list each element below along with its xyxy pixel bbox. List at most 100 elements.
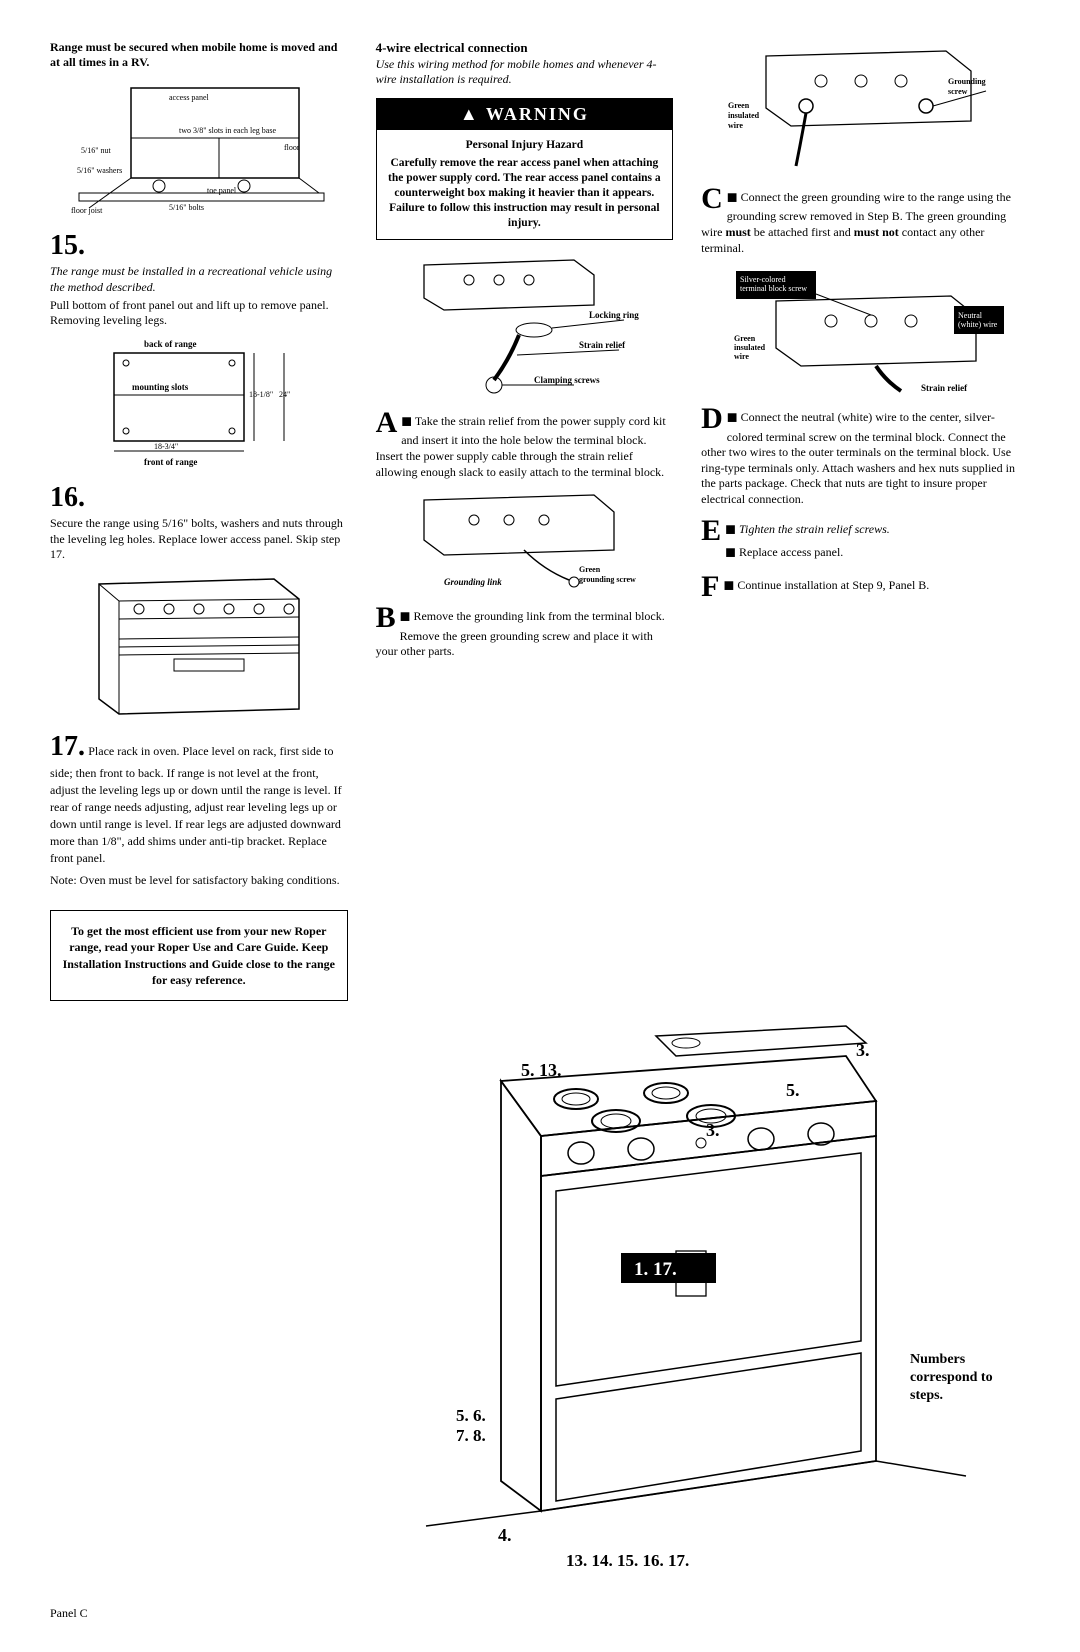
fig-step-d: Silver-colored terminal block screw Neut… (701, 266, 1030, 396)
step17-text: Place rack in oven. Place level on rack,… (50, 744, 342, 865)
stepA-text: Take the strain relief from the power su… (376, 414, 666, 479)
label-d1: 18-1/8" (249, 390, 273, 399)
fig-step16: back of range mounting slots 18-1/8" 24"… (50, 335, 348, 470)
num-burner: 5. (786, 1080, 800, 1100)
label-d2: 24" (279, 390, 290, 399)
warning-triangle-icon: ▲ (460, 104, 480, 124)
step-c: C ■ Connect the green grounding wire to … (701, 186, 1030, 256)
column-1: Range must be secured when mobile home i… (50, 40, 348, 1001)
bullet-icon: ■ (401, 411, 412, 431)
label-green-wire-3: wire (728, 121, 743, 130)
column-3: Green insulated wire Grounding screw C ■… (701, 40, 1030, 1001)
label-floor: floor (284, 143, 300, 152)
label-grounding-link: Grounding link (444, 577, 502, 587)
step15-number: 15. (50, 230, 85, 261)
step16-number: 16. (50, 482, 85, 513)
warning-head-text: WARNING (486, 104, 589, 124)
bullet-icon: ■ (400, 606, 411, 626)
label-grounding-screw-1: Grounding (948, 77, 986, 86)
step-16: 16. Secure the range using 5/16" bolts, … (50, 480, 348, 563)
warning-title: Personal Injury Hazard (387, 138, 663, 153)
label-washers: 5/16" washers (77, 166, 122, 175)
fig-step17-oven (50, 569, 348, 719)
step16-text: Secure the range using 5/16" bolts, wash… (50, 516, 348, 563)
label-nut: 5/16" nut (81, 146, 111, 155)
label-access-panel: access panel (169, 93, 210, 102)
step15-text: The range must be installed in a recreat… (50, 264, 348, 295)
step-e: E ■ Tighten the strain relief screws. ■ … (701, 518, 1030, 565)
step17-note: Note: Oven must be level for satisfactor… (50, 873, 348, 889)
step-d: D ■ Connect the neutral (white) wire to … (701, 406, 1030, 507)
label-green-d-1: Green (734, 334, 756, 343)
range-overview-diagram: 5. 13. 3. 5. 3. 1. 17. 5. 6. 7. 8. 4. 13… (366, 1021, 1006, 1581)
stepE-text2: Replace access panel. (739, 545, 843, 559)
label-neutral-2: (white) wire (958, 320, 998, 329)
warning-body: Personal Injury Hazard Carefully remove … (377, 130, 673, 239)
label-green-d-3: wire (734, 352, 749, 361)
numbers-note: Numbers correspond to steps. (910, 1351, 1020, 1406)
step17-number: 17. (50, 731, 85, 762)
page-footer: Panel C (50, 1606, 1030, 1622)
label-floor-joist: floor joist (71, 206, 103, 215)
col2-title: 4-wire electrical connection (376, 40, 674, 57)
label-green-wire-1: Green (728, 101, 750, 110)
step-17: 17. Place rack in oven. Place level on r… (50, 729, 348, 888)
stepE-letter: E (701, 518, 721, 544)
bullet-icon: ■ (727, 187, 738, 207)
fig-step-b: Grounding link Green grounding screw (376, 490, 674, 595)
label-green-screw-1: Green (579, 565, 601, 574)
step-f: F ■ Continue installation at Step 9, Pan… (701, 574, 1030, 600)
bullet-icon: ■ (725, 542, 736, 562)
num-drawer-1: 5. 6. (456, 1406, 486, 1425)
label-silver-1: Silver-colored (740, 275, 786, 284)
warning-body-text: Carefully remove the rear access panel w… (387, 156, 663, 231)
stepE-text1: Tighten the strain relief screws. (739, 522, 890, 536)
bullet-icon: ■ (725, 519, 736, 539)
warning-header: ▲ WARNING (377, 99, 673, 130)
fig-step-c: Green insulated wire Grounding screw (701, 46, 1030, 176)
col2-sub: Use this wiring method for mobile homes … (376, 57, 674, 88)
step-a: A ■ Take the strain relief from the powe… (376, 410, 674, 480)
num-drawer-2: 7. 8. (456, 1426, 486, 1445)
stepB-text: Remove the grounding link from the termi… (376, 609, 665, 658)
label-green-d-2: insulated (734, 343, 766, 352)
step-15: 15. The range must be installed in a rec… (50, 228, 348, 329)
tip-box: To get the most efficient use from your … (50, 910, 348, 1001)
fig-step15: access panel two 3/8" slots in each leg … (50, 78, 348, 218)
stepF-letter: F (701, 574, 719, 600)
num-bottom: 13. 14. 15. 16. 17. (566, 1551, 689, 1570)
fig-step-a: Locking ring Strain relief Clamping scre… (376, 250, 674, 400)
label-silver-2: terminal block screw (740, 284, 807, 293)
label-mounting: mounting slots (132, 382, 189, 392)
label-bolts: 5/16" bolts (169, 203, 204, 212)
stepC-text: Connect the green grounding wire to the … (701, 190, 1011, 255)
bullet-icon: ■ (723, 575, 734, 595)
step-b: B ■ Remove the grounding link from the t… (376, 605, 674, 660)
label-back: back of range (144, 339, 197, 349)
stepC-letter: C (701, 186, 723, 212)
svg-text:1. 17.: 1. 17. (634, 1259, 677, 1280)
label-front: front of range (144, 457, 197, 467)
label-green-wire-2: insulated (728, 111, 760, 120)
stepD-text: Connect the neutral (white) wire to the … (701, 410, 1015, 506)
stepA-letter: A (376, 410, 398, 436)
intro-rv-note: Range must be secured when mobile home i… (50, 40, 348, 70)
stepB-letter: B (376, 605, 396, 631)
step15-text2: Pull bottom of front panel out and lift … (50, 298, 348, 329)
num-knobs: 3. (706, 1120, 720, 1140)
label-strain-d: Strain relief (921, 383, 968, 393)
label-strain: Strain relief (579, 340, 626, 350)
warning-box: ▲ WARNING Personal Injury Hazard Careful… (376, 98, 674, 240)
num-top-left: 5. 13. (521, 1060, 562, 1080)
label-green-screw-2: grounding screw (579, 575, 636, 584)
page-columns: Range must be secured when mobile home i… (50, 40, 1030, 1001)
bullet-icon: ■ (727, 407, 738, 427)
label-locking: Locking ring (589, 310, 639, 320)
column-2: 4-wire electrical connection Use this wi… (376, 40, 674, 1001)
stepD-letter: D (701, 406, 723, 432)
label-neutral-1: Neutral (958, 311, 983, 320)
label-slots: two 3/8" slots in each leg base (179, 126, 276, 135)
label-d3: 18-3/4" (154, 442, 178, 451)
bottom-figure-area: 5. 13. 3. 5. 3. 1. 17. 5. 6. 7. 8. 4. 13… (50, 1021, 1030, 1586)
label-toe-panel: toe panel (207, 186, 237, 195)
